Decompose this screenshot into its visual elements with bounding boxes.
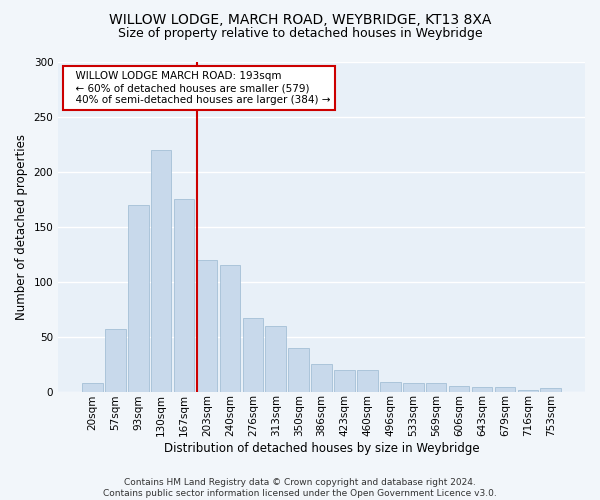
Bar	[289, 348, 309, 392]
Bar	[472, 387, 493, 392]
Bar	[197, 260, 217, 392]
Bar	[426, 382, 446, 392]
Bar	[518, 390, 538, 392]
Bar	[357, 370, 378, 392]
Bar	[265, 326, 286, 392]
Bar	[334, 370, 355, 392]
Bar	[449, 386, 469, 392]
X-axis label: Distribution of detached houses by size in Weybridge: Distribution of detached houses by size …	[164, 442, 479, 455]
Bar	[380, 382, 401, 392]
Bar	[151, 150, 172, 392]
Bar	[105, 329, 125, 392]
Bar	[403, 382, 424, 392]
Bar	[128, 204, 149, 392]
Bar	[174, 199, 194, 392]
Y-axis label: Number of detached properties: Number of detached properties	[15, 134, 28, 320]
Bar	[82, 382, 103, 392]
Bar	[541, 388, 561, 392]
Bar	[311, 364, 332, 392]
Text: WILLOW LODGE MARCH ROAD: 193sqm
  ← 60% of detached houses are smaller (579)
  4: WILLOW LODGE MARCH ROAD: 193sqm ← 60% of…	[69, 72, 330, 104]
Text: Contains HM Land Registry data © Crown copyright and database right 2024.
Contai: Contains HM Land Registry data © Crown c…	[103, 478, 497, 498]
Text: Size of property relative to detached houses in Weybridge: Size of property relative to detached ho…	[118, 28, 482, 40]
Bar	[494, 387, 515, 392]
Text: WILLOW LODGE, MARCH ROAD, WEYBRIDGE, KT13 8XA: WILLOW LODGE, MARCH ROAD, WEYBRIDGE, KT1…	[109, 12, 491, 26]
Bar	[242, 318, 263, 392]
Bar	[220, 265, 240, 392]
